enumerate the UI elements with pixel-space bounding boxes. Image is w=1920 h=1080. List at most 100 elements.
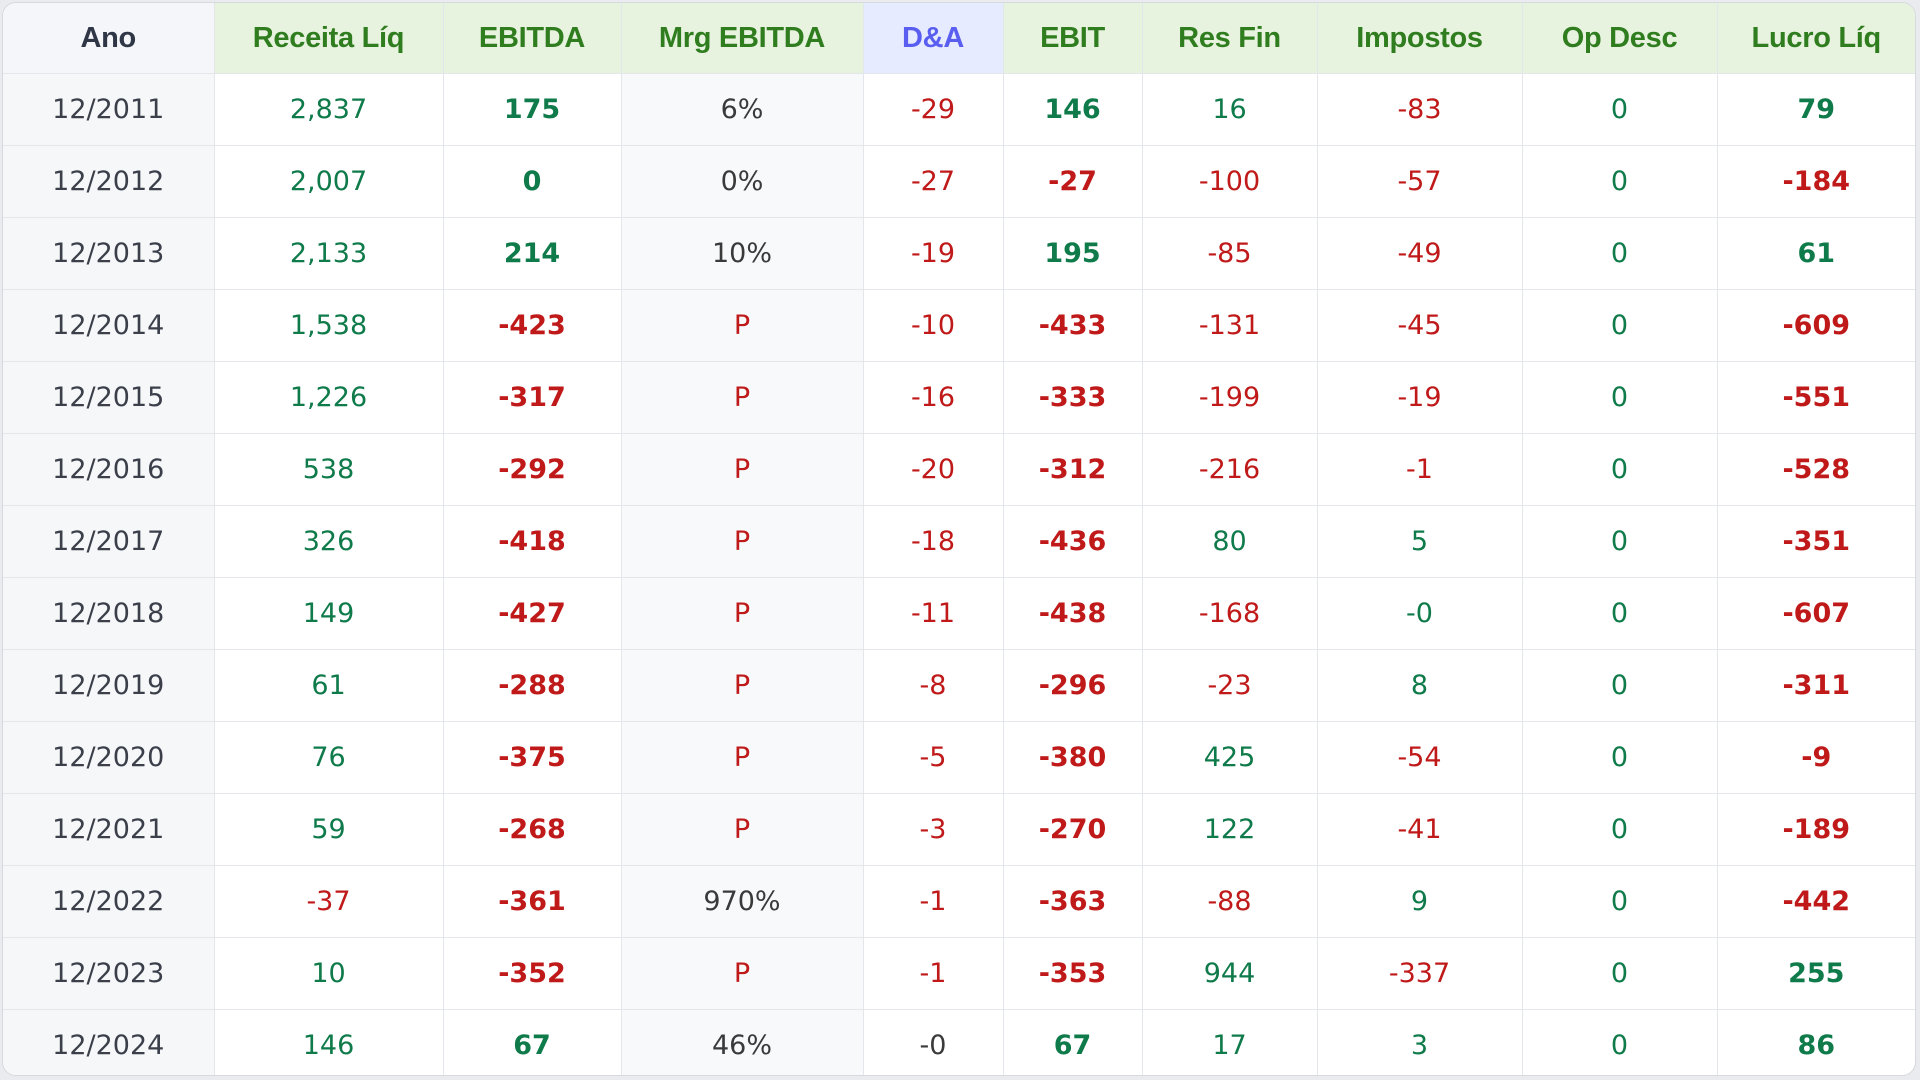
- cell-mrg-ebitda: P: [621, 289, 864, 362]
- cell-ebit: -333: [1003, 361, 1143, 434]
- cell-ano: 12/2017: [3, 505, 215, 578]
- cell-res-fin: 944: [1142, 937, 1318, 1010]
- cell-res-fin: -88: [1142, 865, 1318, 938]
- cell-mrg-ebitda: 6%: [621, 73, 864, 146]
- cell-ebit: -436: [1003, 505, 1143, 578]
- cell-ebit: -433: [1003, 289, 1143, 362]
- cell-ebitda: -288: [443, 649, 622, 722]
- cell-da: -18: [863, 505, 1004, 578]
- cell-mrg-ebitda: P: [621, 721, 864, 794]
- cell-da: -27: [863, 145, 1004, 218]
- cell-mrg-ebitda: 0%: [621, 145, 864, 218]
- cell-ebitda: 175: [443, 73, 622, 146]
- cell-ebit: -27: [1003, 145, 1143, 218]
- cell-mrg-ebitda: P: [621, 433, 864, 506]
- table-row: 12/2012 2,007 0 0% -27 -27 -100 -57 0 -184: [3, 145, 1915, 218]
- cell-da: -8: [863, 649, 1004, 722]
- cell-impostos: -0: [1317, 577, 1523, 650]
- income-statement-table: Ano Receita Líq EBITDA Mrg EBITDA D&A EB…: [3, 3, 1915, 1075]
- header-res-fin[interactable]: Res Fin: [1142, 3, 1318, 74]
- cell-res-fin: 122: [1142, 793, 1318, 866]
- cell-da: -1: [863, 937, 1004, 1010]
- header-da[interactable]: D&A: [863, 3, 1004, 74]
- cell-da: -5: [863, 721, 1004, 794]
- cell-ebit: -296: [1003, 649, 1143, 722]
- header-ebit[interactable]: EBIT: [1003, 3, 1143, 74]
- cell-impostos: 9: [1317, 865, 1523, 938]
- cell-impostos: 3: [1317, 1009, 1523, 1075]
- cell-impostos: -45: [1317, 289, 1523, 362]
- cell-op-desc: 0: [1522, 289, 1718, 362]
- cell-da: -11: [863, 577, 1004, 650]
- cell-ano: 12/2022: [3, 865, 215, 938]
- cell-ebitda: 214: [443, 217, 622, 290]
- cell-receita-liq: 2,007: [214, 145, 444, 218]
- cell-op-desc: 0: [1522, 145, 1718, 218]
- cell-impostos: -83: [1317, 73, 1523, 146]
- cell-ebit: -363: [1003, 865, 1143, 938]
- cell-ebit: 67: [1003, 1009, 1143, 1075]
- cell-impostos: -337: [1317, 937, 1523, 1010]
- header-receita-liq[interactable]: Receita Líq: [214, 3, 444, 74]
- table-row: 12/2022 -37 -361 970% -1 -363 -88 9 0 -442: [3, 865, 1915, 938]
- cell-impostos: -57: [1317, 145, 1523, 218]
- cell-receita-liq: 76: [214, 721, 444, 794]
- cell-ebitda: -423: [443, 289, 622, 362]
- cell-res-fin: 80: [1142, 505, 1318, 578]
- cell-receita-liq: 146: [214, 1009, 444, 1075]
- cell-ebit: -353: [1003, 937, 1143, 1010]
- cell-res-fin: -131: [1142, 289, 1318, 362]
- cell-ebit: 195: [1003, 217, 1143, 290]
- cell-impostos: -19: [1317, 361, 1523, 434]
- cell-receita-liq: 538: [214, 433, 444, 506]
- cell-impostos: -41: [1317, 793, 1523, 866]
- cell-mrg-ebitda: P: [621, 649, 864, 722]
- cell-da: -29: [863, 73, 1004, 146]
- cell-ebit: -438: [1003, 577, 1143, 650]
- cell-mrg-ebitda: P: [621, 937, 864, 1010]
- table-row: 12/2020 76 -375 P -5 -380 425 -54 0 -9: [3, 721, 1915, 794]
- cell-lucro-liq: -189: [1717, 793, 1915, 866]
- cell-op-desc: 0: [1522, 1009, 1718, 1075]
- cell-op-desc: 0: [1522, 433, 1718, 506]
- cell-ebitda: -292: [443, 433, 622, 506]
- cell-lucro-liq: -609: [1717, 289, 1915, 362]
- cell-op-desc: 0: [1522, 361, 1718, 434]
- cell-lucro-liq: -607: [1717, 577, 1915, 650]
- header-ebitda[interactable]: EBITDA: [443, 3, 622, 74]
- header-impostos[interactable]: Impostos: [1317, 3, 1523, 74]
- cell-receita-liq: 2,133: [214, 217, 444, 290]
- cell-ebitda: -427: [443, 577, 622, 650]
- header-mrg-ebitda[interactable]: Mrg EBITDA: [621, 3, 864, 74]
- cell-receita-liq: 2,837: [214, 73, 444, 146]
- cell-ebitda: 67: [443, 1009, 622, 1075]
- cell-mrg-ebitda: P: [621, 361, 864, 434]
- table-row: 12/2011 2,837 175 6% -29 146 16 -83 0 79: [3, 73, 1915, 146]
- cell-receita-liq: 1,226: [214, 361, 444, 434]
- cell-ano: 12/2021: [3, 793, 215, 866]
- table-row: 12/2023 10 -352 P -1 -353 944 -337 0 255: [3, 937, 1915, 1010]
- cell-da: -1: [863, 865, 1004, 938]
- cell-ano: 12/2018: [3, 577, 215, 650]
- cell-mrg-ebitda: 10%: [621, 217, 864, 290]
- cell-mrg-ebitda: 970%: [621, 865, 864, 938]
- cell-lucro-liq: 86: [1797, 1030, 1836, 1061]
- header-ano[interactable]: Ano: [3, 3, 215, 74]
- cell-op-desc: 0: [1522, 937, 1718, 1010]
- header-lucro-liq[interactable]: Lucro Líq: [1717, 3, 1915, 74]
- cell-receita-liq: -37: [214, 865, 444, 938]
- cell-ano: 12/2024: [3, 1009, 215, 1075]
- cell-res-fin: -100: [1142, 145, 1318, 218]
- cell-res-fin: -85: [1142, 217, 1318, 290]
- cell-mrg-ebitda: P: [621, 505, 864, 578]
- header-op-desc[interactable]: Op Desc: [1522, 3, 1718, 74]
- cell-impostos: 8: [1317, 649, 1523, 722]
- cell-lucro-liq: -442: [1717, 865, 1915, 938]
- cell-ano: 12/2020: [3, 721, 215, 794]
- cell-res-fin: 17: [1142, 1009, 1318, 1075]
- cell-ano: 12/2016: [3, 433, 215, 506]
- table-row: 12/2013 2,133 214 10% -19 195 -85 -49 0 61: [3, 217, 1915, 290]
- table-row: 12/2021 59 -268 P -3 -270 122 -41 0 -189: [3, 793, 1915, 866]
- cell-ebit: -270: [1003, 793, 1143, 866]
